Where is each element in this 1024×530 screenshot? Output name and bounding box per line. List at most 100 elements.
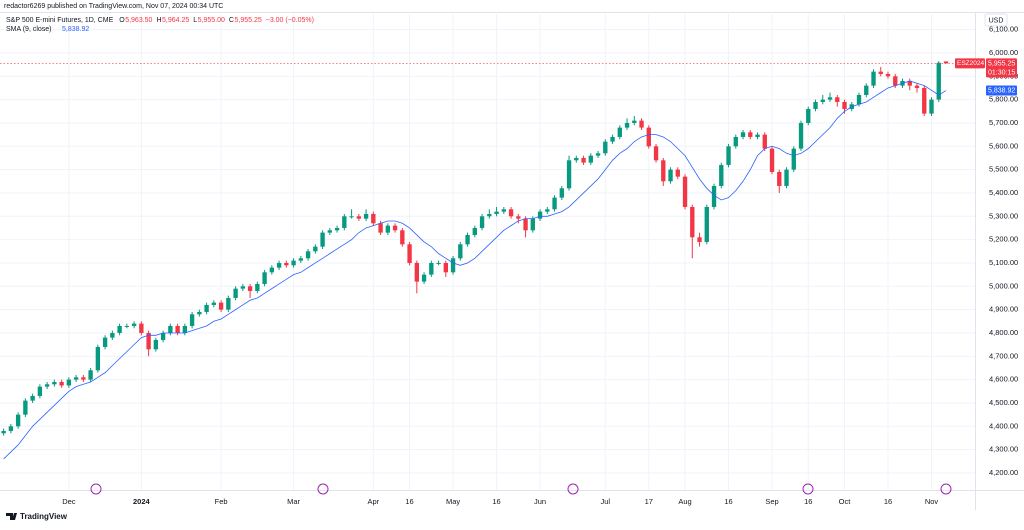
candle-body [233,288,238,298]
candle-body [784,169,789,186]
candle-body [276,262,282,268]
candle-body [443,262,448,273]
x-tick-label: 16 [724,497,732,506]
event-icon[interactable] [90,483,102,495]
candle-body [117,325,122,333]
y-tick-label: 6,100.00 [989,25,1018,34]
event-icon[interactable] [940,483,952,495]
candle-body [835,97,840,102]
candle-body [574,157,579,161]
y-tick-label: 5,500.00 [989,165,1018,174]
candle-body [806,108,811,123]
plot [0,61,975,460]
candle-body [175,325,180,333]
candle-body [189,314,195,326]
candle-body [871,71,876,86]
candle-body [327,230,333,233]
candle-body [15,414,21,427]
ohlc-key: O [119,17,125,24]
candle-body [842,101,847,109]
candle-body [740,132,746,137]
x-tick-label: May [446,497,460,506]
y-tick-label: 5,800.00 [989,95,1018,104]
candle-body [762,134,767,149]
event-icon[interactable] [567,483,579,495]
candle-body [37,386,43,396]
candle-body [603,141,608,154]
sma-price-label: 5,838.92 [988,87,1015,94]
symbol-box[interactable] [955,58,985,69]
candle-body [153,339,159,350]
publish-header: redactor6269 published on TradingView.co… [4,3,223,10]
candle-body [914,85,920,88]
candle-body [494,211,499,214]
candle-body [943,61,949,64]
event-icon[interactable] [317,483,329,495]
candle-body [748,132,753,137]
candle-body [284,262,289,266]
candle-body [530,218,535,231]
candle-body [711,185,717,207]
brand-logo [6,513,17,520]
y-tick-label: 4,500.00 [989,398,1018,407]
y-tick-label: 4,400.00 [989,421,1018,430]
y-tick-label: 4,600.00 [989,375,1018,384]
y-tick-label: 5,000.00 [989,281,1018,290]
candle-body [893,76,898,86]
y-tick-label: 4,700.00 [989,351,1018,360]
chart-title: S&P 500 E-mini Futures, 1D, CME [6,17,114,24]
x-tick-label: 16 [492,497,500,506]
candle-body [124,325,130,327]
brand-name: TradingView [20,512,68,521]
candle-body [218,302,224,310]
candle-body [168,325,173,333]
y-tick-label: 5,300.00 [989,211,1018,220]
candle-body [733,136,738,147]
x-tick-label: Apr [367,497,379,506]
ohlc-key: H [156,17,161,24]
countdown: 01:30:15 [988,69,1015,76]
x-tick-label: Mar [287,497,300,506]
event-icon[interactable] [802,483,814,495]
candle-body [269,267,275,273]
candle-body [856,94,862,105]
y-tick-label: 4,800.00 [989,328,1018,337]
candle-body [349,216,354,218]
candle-body [682,176,688,207]
candle-body [501,209,506,212]
indicator-name: SMA (9, close) [6,26,52,33]
candle-body [769,148,775,172]
currency-box[interactable] [984,13,1008,27]
candle-body [813,101,818,109]
candle-body [791,148,796,170]
candle-body [798,122,804,149]
brand: TradingView [6,512,68,521]
candle-body [392,225,398,231]
candle-body [936,62,941,100]
candle-body [363,213,369,219]
candle-body [450,258,456,273]
candle-body [704,206,709,242]
candle-body [262,272,267,284]
candle-body [624,122,630,128]
candle-body [52,381,57,385]
y-tick-label: 5,100.00 [989,258,1018,267]
candle-body [516,216,521,219]
candle-body [922,87,927,114]
x-tick-label: Feb [215,497,228,506]
candle-body [211,302,217,305]
candle-body [726,146,731,165]
candle-body [305,251,311,259]
candle-body [66,379,72,386]
candle-body [479,216,485,228]
candle-body [320,232,325,247]
candle-body [102,337,108,347]
y-tick-label: 6,000.00 [989,48,1018,57]
candle-body [820,99,825,102]
candle-body [610,136,615,142]
candle-body [559,188,564,198]
candle-body [298,258,304,261]
last-price-label: 5,955.25 [988,60,1015,67]
candle-body [827,97,833,100]
